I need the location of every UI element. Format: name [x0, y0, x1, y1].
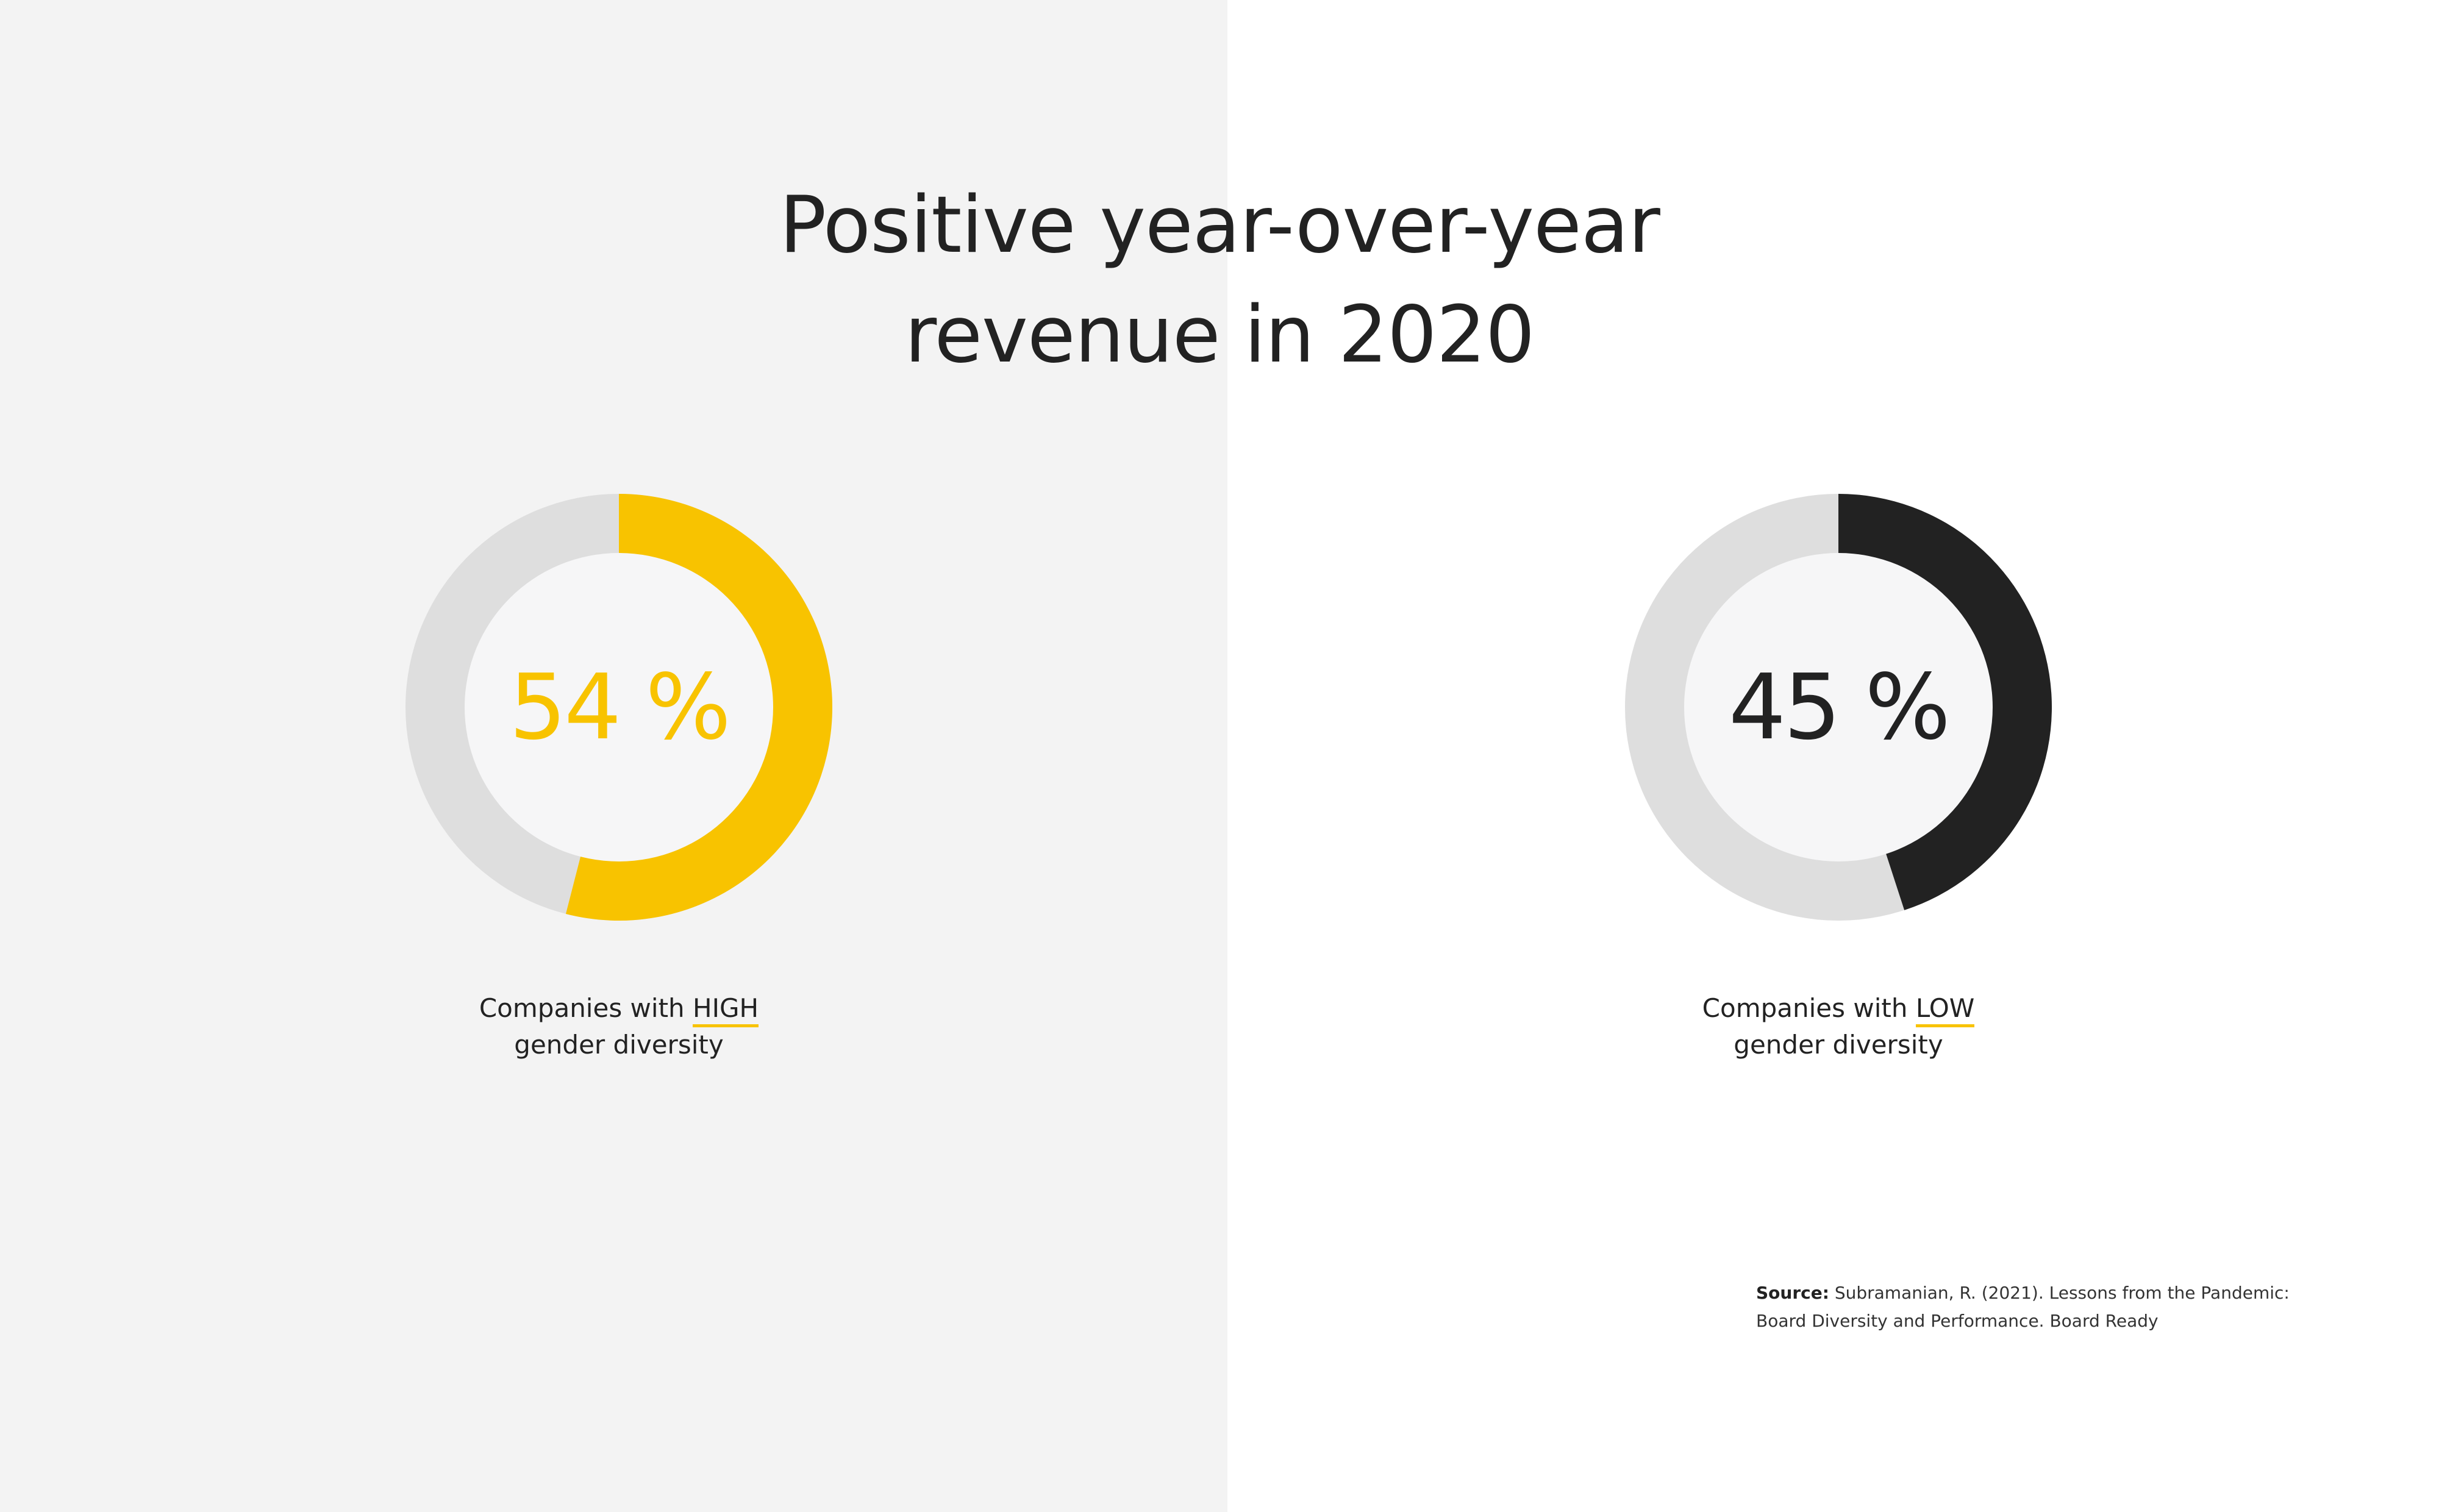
donut-svg-high	[405, 494, 832, 921]
source-citation: Source: Subramanian, R. (2021). Lessons …	[1756, 1279, 2293, 1335]
caption-prefix-high: Companies with	[479, 993, 693, 1023]
chart-title-line-1: Positive year-over-year	[779, 180, 1660, 271]
caption-prefix-low: Companies with	[1702, 993, 1916, 1023]
caption-highlight-high: HIGH	[693, 993, 759, 1027]
chart-title: Positive year-over-year revenue in 2020	[0, 171, 2439, 390]
chart-title-line-2: revenue in 2020	[904, 290, 1535, 380]
donut-inner-high	[465, 553, 773, 861]
donut-value-label-high: 54 %	[509, 655, 731, 760]
caption-low-diversity: Companies with LOW gender diversity	[1564, 991, 2113, 1063]
donut-chart-high-diversity: 54 %	[405, 494, 832, 921]
source-label: Source:	[1756, 1283, 1829, 1303]
donut-value-label-low: 45 %	[1729, 655, 1951, 760]
caption-highlight-low: LOW	[1915, 993, 1975, 1027]
caption-high-diversity: Companies with HIGH gender diversity	[345, 991, 893, 1063]
source-text: Subramanian, R. (2021). Lessons from the…	[1756, 1283, 2290, 1331]
caption-suffix-low: gender diversity	[1734, 1030, 1943, 1060]
caption-suffix-high: gender diversity	[514, 1030, 724, 1060]
donut-svg-low	[1625, 494, 2052, 921]
donut-inner-low	[1684, 553, 1993, 861]
donut-chart-low-diversity: 45 %	[1625, 494, 2052, 921]
